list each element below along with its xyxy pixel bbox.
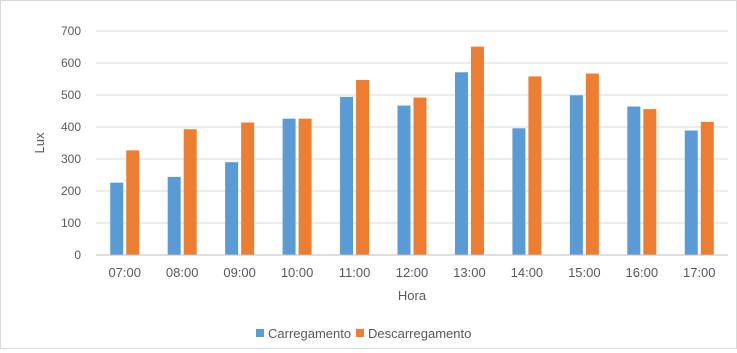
bar-descarregamento	[241, 122, 255, 256]
gridlines	[96, 30, 728, 224]
bar-carregamento	[684, 130, 698, 255]
bar-descarregamento	[585, 73, 599, 255]
bar-carregamento	[627, 106, 641, 256]
bar-descarregamento	[298, 118, 312, 256]
bar-carregamento	[569, 95, 583, 255]
y-tick-label: 700	[61, 24, 81, 38]
x-tick-label: 16:00	[626, 265, 659, 280]
x-tick-label: 14:00	[511, 265, 544, 280]
y-tick-label: 200	[61, 184, 81, 198]
x-tick-label: 13:00	[453, 265, 486, 280]
bar-descarregamento	[413, 97, 427, 255]
y-axis-ticks: 0 100 200 300 400 500 600 700	[61, 24, 81, 262]
x-tick-label: 10:00	[281, 265, 314, 280]
bar-carregamento	[454, 72, 468, 255]
x-tick-label: 08:00	[166, 265, 199, 280]
y-axis-label: Lux	[32, 132, 47, 153]
bar-descarregamento	[126, 150, 140, 255]
x-axis-ticks: 07:00 08:00 09:00 10:00 11:00 12:00 13:00 14:00…	[108, 265, 715, 280]
bar-carregamento	[225, 162, 239, 255]
y-tick-label: 100	[61, 216, 81, 230]
y-tick-label: 0	[74, 248, 81, 262]
bar-carregamento	[167, 176, 181, 255]
bar-descarregamento	[700, 121, 714, 255]
x-tick-label: 11:00	[339, 265, 371, 280]
bar-carregamento	[397, 105, 411, 255]
legend-swatch	[356, 329, 364, 337]
legend-swatch	[256, 329, 264, 337]
x-tick-label: 15:00	[568, 265, 601, 280]
bars	[110, 46, 714, 256]
y-tick-label: 600	[61, 56, 81, 70]
y-tick-label: 400	[61, 120, 81, 134]
bar-descarregamento	[470, 46, 484, 256]
x-tick-label: 09:00	[223, 265, 256, 280]
y-tick-label: 300	[61, 152, 81, 166]
y-tick-label: 500	[61, 88, 81, 102]
legend-item: Descarregamento	[356, 326, 471, 341]
bar-carregamento	[512, 128, 526, 255]
bar-carregamento	[110, 182, 124, 255]
x-tick-label: 07:00	[108, 265, 141, 280]
legend-label: Carregamento	[268, 326, 351, 341]
x-axis-label: Hora	[398, 288, 427, 303]
legend-item: Carregamento	[256, 326, 351, 341]
bar-descarregamento	[183, 129, 197, 255]
bar-descarregamento	[356, 79, 370, 256]
bar-descarregamento	[643, 109, 657, 255]
x-tick-label: 17:00	[683, 265, 716, 280]
bar-carregamento	[282, 118, 296, 256]
x-tick-label: 12:00	[396, 265, 429, 280]
bar-carregamento	[340, 96, 354, 255]
bar-descarregamento	[528, 76, 542, 255]
legend: Carregamento Descarregamento	[256, 326, 471, 341]
legend-label: Descarregamento	[368, 326, 471, 341]
